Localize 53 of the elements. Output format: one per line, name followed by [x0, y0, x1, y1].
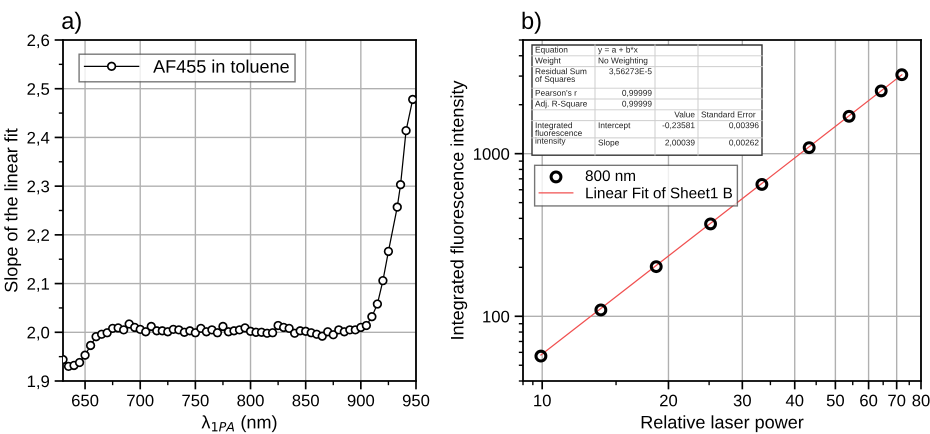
x-tick-label: 20 [660, 394, 678, 406]
y-tick-label: 2,0 [27, 326, 50, 340]
annotation: Pearson's r [536, 90, 577, 96]
annotation: Equation [536, 46, 568, 54]
chart-title: b) [522, 12, 541, 34]
annotation: Value [674, 111, 695, 118]
y-axis-title: Integrated fluorescence intensity [450, 80, 468, 339]
annotation: No Weighting [598, 57, 648, 66]
annotation: 0,00262 [729, 140, 759, 146]
x-axis-title: λ$_{1PA}$ (nm) [202, 415, 276, 432]
y-tick-label: 2,2 [27, 229, 49, 244]
y-tick-label: 1000 [474, 148, 510, 160]
x-tick-label: 60 [860, 394, 878, 406]
annotation: Weight [535, 57, 561, 66]
x-tick-label: 30 [734, 394, 751, 406]
annotation: Residual Sum of Squares [535, 68, 586, 84]
annotation: 3,56273E-5 [609, 68, 652, 76]
annotation: -0,23581 [662, 122, 695, 130]
annotation: 0,99999 [622, 90, 652, 97]
x-tick-label: 10 [534, 394, 551, 406]
y-tick-label: 100 [483, 310, 510, 322]
annotation: Intercept [598, 122, 630, 130]
chart-title: a) [62, 12, 81, 34]
annotation: Standard Error [701, 111, 756, 118]
annotation: Integrated fluorescence intensity [535, 122, 582, 146]
y-tick-label: 2,3 [27, 180, 50, 194]
legend-label: AF455 in toluene [153, 60, 289, 73]
y-tick-label: 2,4 [27, 132, 50, 146]
x-tick-label: 750 [182, 394, 209, 406]
x-tick-label: 900 [348, 394, 374, 406]
annotation: 0,00396 [729, 122, 759, 130]
x-tick-label: 50 [826, 394, 844, 406]
x-tick-label: 650 [72, 394, 98, 406]
y-axis-title: Slope of the linear fit [4, 128, 22, 292]
annotation: Slope [598, 139, 619, 148]
x-tick-label: 80 [912, 394, 930, 406]
x-tick-label: 950 [402, 394, 430, 406]
x-tick-label: 850 [292, 394, 319, 406]
y-tick-label: 2,1 [27, 278, 49, 292]
annotation: 0,99999 [622, 100, 652, 108]
x-tick-label: 800 [237, 394, 264, 406]
x-axis-title: Relative laser power [642, 415, 804, 432]
y-tick-label: 2,6 [27, 34, 50, 48]
x-tick-label: 70 [888, 394, 906, 406]
legend-label: 800 nm [586, 170, 635, 182]
annotation: Adj. R-Square [535, 100, 587, 108]
y-tick-label: 1,9 [28, 375, 50, 390]
y-tick-label: 2,5 [27, 83, 50, 97]
x-tick-label: 40 [786, 394, 804, 406]
legend-label: Linear Fit of Sheet1 B [586, 187, 732, 198]
x-tick-label: 700 [127, 394, 154, 406]
annotation: y = a + b*x [598, 46, 638, 54]
annotation: 2,00039 [665, 140, 695, 146]
